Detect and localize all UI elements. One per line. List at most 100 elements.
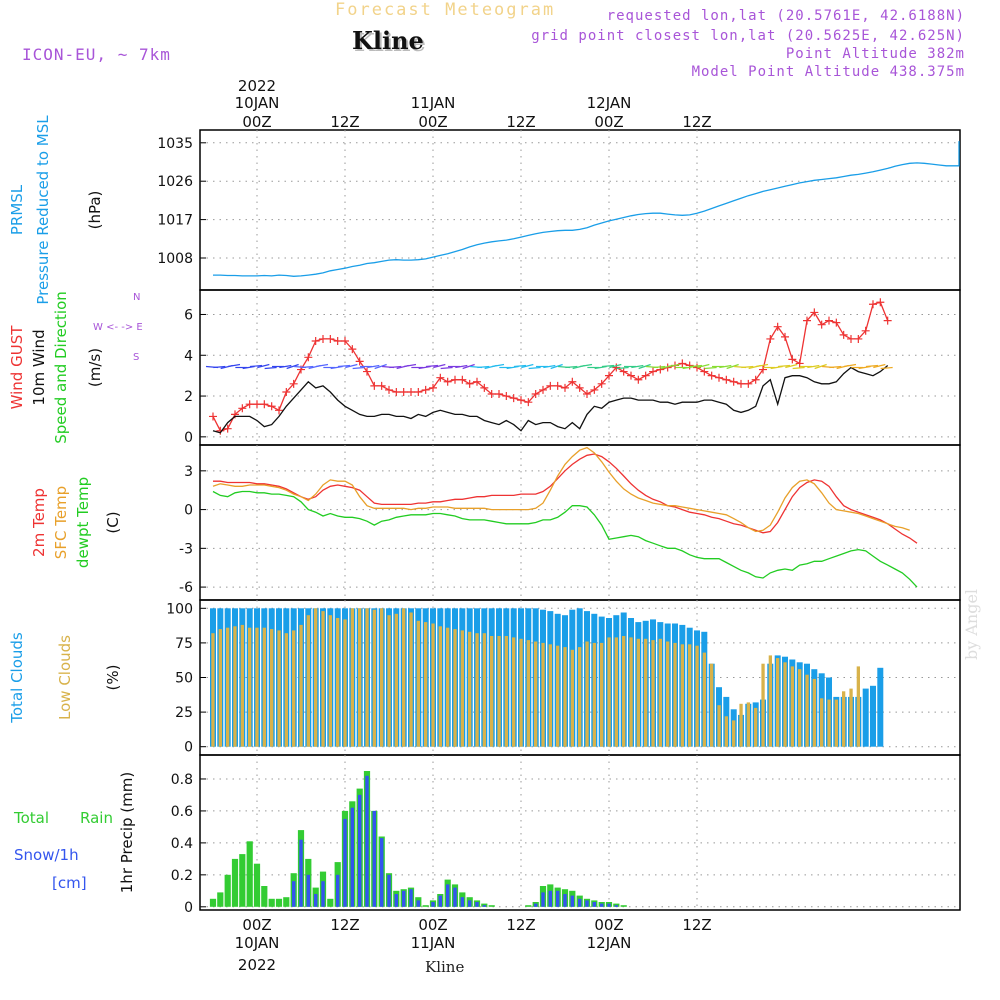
gust-marker xyxy=(861,326,870,335)
gust-marker xyxy=(348,345,357,354)
bar-snow-1h xyxy=(614,905,619,907)
gust-marker xyxy=(678,359,687,368)
y-tick-label: 1017 xyxy=(157,213,193,229)
y-tick-label: 4 xyxy=(184,348,193,364)
gust-marker xyxy=(465,379,474,388)
bar-low-clouds xyxy=(299,624,303,747)
bar-snow-1h xyxy=(387,874,391,907)
wind-arrow xyxy=(440,366,453,370)
bottom-hour-label: 12Z xyxy=(330,916,359,934)
gust-marker xyxy=(876,298,885,307)
gust-marker xyxy=(634,375,643,384)
gust-marker xyxy=(363,367,371,376)
bar-snow-1h xyxy=(534,903,538,907)
gust-marker xyxy=(275,406,283,415)
bar-low-clouds xyxy=(739,703,743,747)
bar-low-clouds xyxy=(783,662,787,747)
bar-low-clouds xyxy=(358,608,362,747)
point-altitude: Point Altitude 382m xyxy=(785,46,965,62)
bottom-hour-label: 00Z xyxy=(242,916,271,934)
series-prmsl xyxy=(213,141,960,277)
gust-marker xyxy=(825,316,833,325)
bar-snow-1h xyxy=(372,810,377,907)
bar-low-clouds xyxy=(732,720,736,747)
bar-low-clouds xyxy=(585,641,589,747)
panel-frame xyxy=(199,754,961,911)
wind-arrow xyxy=(425,364,439,368)
bottom-hour-label: 12Z xyxy=(682,916,711,934)
gust-marker xyxy=(407,387,415,396)
bar-low-clouds xyxy=(592,642,596,747)
ylabel-1: Low Clouds xyxy=(56,635,74,720)
wind-arrow xyxy=(462,363,475,370)
wind-arrow xyxy=(528,366,541,370)
bar-low-clouds xyxy=(453,629,457,747)
bar-low-clouds xyxy=(512,637,516,747)
gust-marker xyxy=(854,334,863,343)
gust-marker xyxy=(568,377,577,386)
bar-snow-1h xyxy=(365,775,369,907)
bar-low-clouds xyxy=(695,645,699,747)
wind-arrow xyxy=(213,365,226,369)
gust-marker xyxy=(421,385,430,394)
bar-low-clouds xyxy=(328,615,332,747)
bar-low-clouds xyxy=(372,609,376,747)
bar-low-clouds xyxy=(490,636,494,747)
gust-marker xyxy=(744,379,753,388)
gust-marker xyxy=(473,377,481,386)
bar-snow-1h xyxy=(585,900,589,907)
bar-snow-1h xyxy=(460,897,465,907)
bar-snow-1h xyxy=(453,887,457,907)
wind-arrow xyxy=(550,363,563,370)
gust-marker xyxy=(715,373,723,382)
y-tick-label: 0 xyxy=(184,503,193,519)
y-tick-label: 25 xyxy=(175,705,193,721)
top-date-label: 10JAN xyxy=(235,94,280,112)
bar-snow-1h xyxy=(299,839,303,907)
gust-marker xyxy=(575,383,584,392)
wind-arrow xyxy=(257,363,270,369)
gust-marker xyxy=(759,365,767,374)
wind-arrow xyxy=(477,365,490,369)
bottom-hour-label: 00Z xyxy=(594,916,623,934)
ylabel-3: (m/s) xyxy=(86,348,104,387)
gust-marker xyxy=(700,367,709,376)
ylabel-0: Wind GUST xyxy=(8,325,26,410)
bar-snow-1h xyxy=(556,890,560,907)
bar-low-clouds xyxy=(636,638,640,747)
wind-arrow xyxy=(345,363,358,369)
gust-marker xyxy=(289,379,298,388)
wind-arrow xyxy=(609,363,622,369)
gust-marker xyxy=(751,375,760,384)
wind-arrow xyxy=(301,365,314,369)
meteogram-title: Forecast Meteogram xyxy=(335,0,556,20)
gust-marker xyxy=(517,396,525,405)
gust-marker xyxy=(590,385,599,394)
bar-low-clouds xyxy=(790,666,794,747)
bar-low-clouds xyxy=(702,652,706,747)
gust-marker xyxy=(451,375,459,384)
bar-snow-1h xyxy=(578,898,582,907)
gust-marker xyxy=(524,398,533,407)
bar-low-clouds xyxy=(688,644,692,747)
wind-arrow xyxy=(315,363,329,368)
wind-arrow xyxy=(521,363,534,369)
top-year: 2022 xyxy=(238,77,276,95)
wind-arrow xyxy=(631,364,644,369)
bar-low-clouds xyxy=(475,633,479,747)
gust-marker xyxy=(282,387,291,396)
bar-snow-1h xyxy=(570,895,575,907)
bar-total-rain xyxy=(246,841,253,907)
bar-snow-1h xyxy=(431,902,435,907)
bar-low-clouds xyxy=(519,638,523,747)
gust-marker xyxy=(795,359,804,368)
bar-total-rain xyxy=(231,858,239,907)
bar-low-clouds xyxy=(578,647,582,747)
gust-marker xyxy=(803,316,811,325)
bar-low-clouds xyxy=(563,647,567,747)
wind-arrow xyxy=(689,364,703,368)
bar-low-clouds xyxy=(248,627,252,747)
bar-snow-1h xyxy=(314,894,318,907)
gust-marker xyxy=(443,377,452,386)
ylabel-2: dewpt Temp xyxy=(74,477,92,568)
